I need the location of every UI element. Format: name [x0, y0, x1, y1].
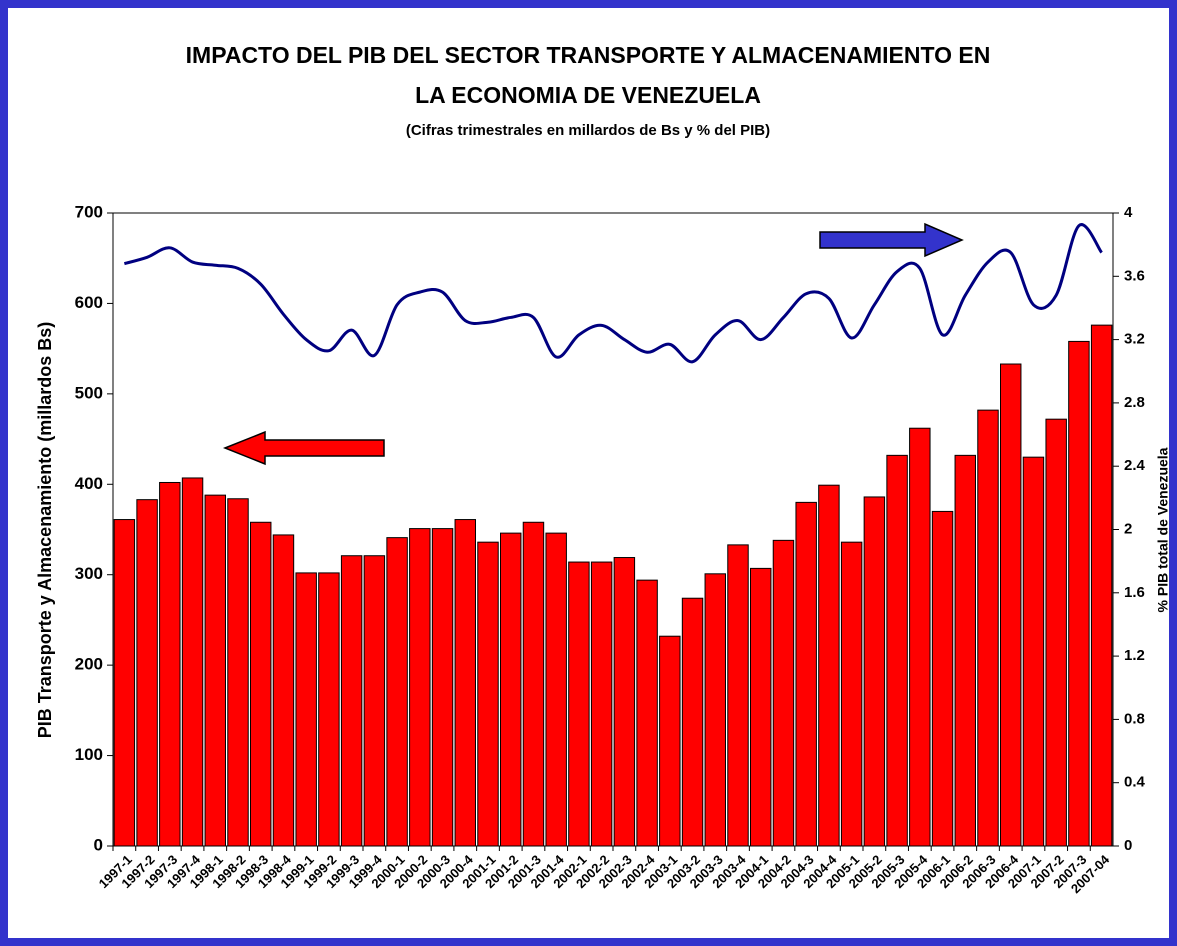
bar	[659, 635, 681, 847]
y2-tick-label: 1.2	[1124, 647, 1145, 664]
chart-title: IMPACTO DEL PIB DEL SECTOR TRANSPORTE Y …	[186, 42, 991, 68]
y2-axis-label: % PIB total de Venezuela	[1155, 447, 1171, 612]
line	[123, 223, 1103, 364]
y2-tick-label: 2	[1124, 520, 1132, 537]
bar	[750, 567, 772, 847]
bar	[909, 427, 931, 847]
arrow-right	[819, 222, 964, 258]
bar	[181, 477, 204, 847]
y2-tick-label: 3.2	[1124, 331, 1145, 348]
y2-tick-label: 0.8	[1124, 710, 1145, 727]
bar	[977, 409, 999, 847]
y2-tick-label: 3.6	[1124, 267, 1145, 284]
bar	[1068, 340, 1090, 847]
bar	[113, 519, 136, 847]
bar	[954, 454, 977, 847]
bar	[477, 541, 499, 847]
bar	[204, 494, 227, 847]
y2-tick-label: 2.8	[1124, 394, 1145, 411]
y2-tick-label: 0.4	[1124, 774, 1146, 791]
bar	[500, 532, 522, 847]
y-tick-label: 500	[75, 383, 103, 402]
y2-tick-label: 2.4	[1124, 457, 1146, 474]
y-axis-label: PIB Transporte y Almacenamiento (millard…	[35, 322, 55, 738]
bar	[136, 499, 158, 847]
y2-tick-label: 4	[1124, 204, 1133, 221]
bar	[1000, 363, 1022, 847]
bar	[386, 537, 408, 847]
y-tick-label: 600	[75, 293, 103, 312]
bar	[704, 573, 727, 847]
bar	[545, 532, 567, 847]
y-tick-label: 400	[75, 474, 103, 493]
y-tick-label: 300	[75, 564, 103, 583]
y-tick-label: 200	[75, 655, 103, 674]
y-tick-label: 0	[94, 835, 103, 854]
bar	[931, 510, 954, 847]
bar	[772, 539, 795, 847]
bar	[272, 534, 295, 847]
y-tick-label: 100	[75, 745, 103, 764]
bar	[840, 541, 863, 847]
chart-subtitle: (Cifras trimestrales en millardos de Bs …	[406, 122, 770, 139]
bar	[522, 521, 545, 847]
y2-tick-label: 1.6	[1124, 584, 1145, 601]
y2-tick-label: 0	[1124, 837, 1132, 854]
bar	[636, 579, 658, 847]
bar	[318, 572, 340, 847]
bar	[250, 521, 272, 847]
bar	[159, 481, 181, 847]
arrow-left	[222, 430, 385, 466]
bar	[1045, 418, 1067, 847]
bar	[409, 528, 431, 847]
bar	[1090, 324, 1113, 847]
bar	[818, 484, 840, 847]
bar	[727, 544, 749, 847]
bar	[295, 572, 317, 847]
bar	[340, 555, 363, 847]
bar	[431, 528, 454, 847]
bar	[568, 561, 590, 847]
bar	[590, 561, 613, 847]
bar	[795, 501, 817, 847]
y-tick-label: 700	[75, 202, 103, 221]
bar	[363, 555, 386, 847]
bar	[1022, 456, 1045, 847]
bar	[681, 597, 704, 847]
chart-title: LA ECONOMIA DE VENEZUELA	[415, 82, 761, 108]
bar	[227, 498, 249, 847]
bar	[863, 496, 886, 847]
bar	[886, 454, 908, 847]
bar	[613, 557, 636, 847]
bar	[454, 519, 476, 847]
